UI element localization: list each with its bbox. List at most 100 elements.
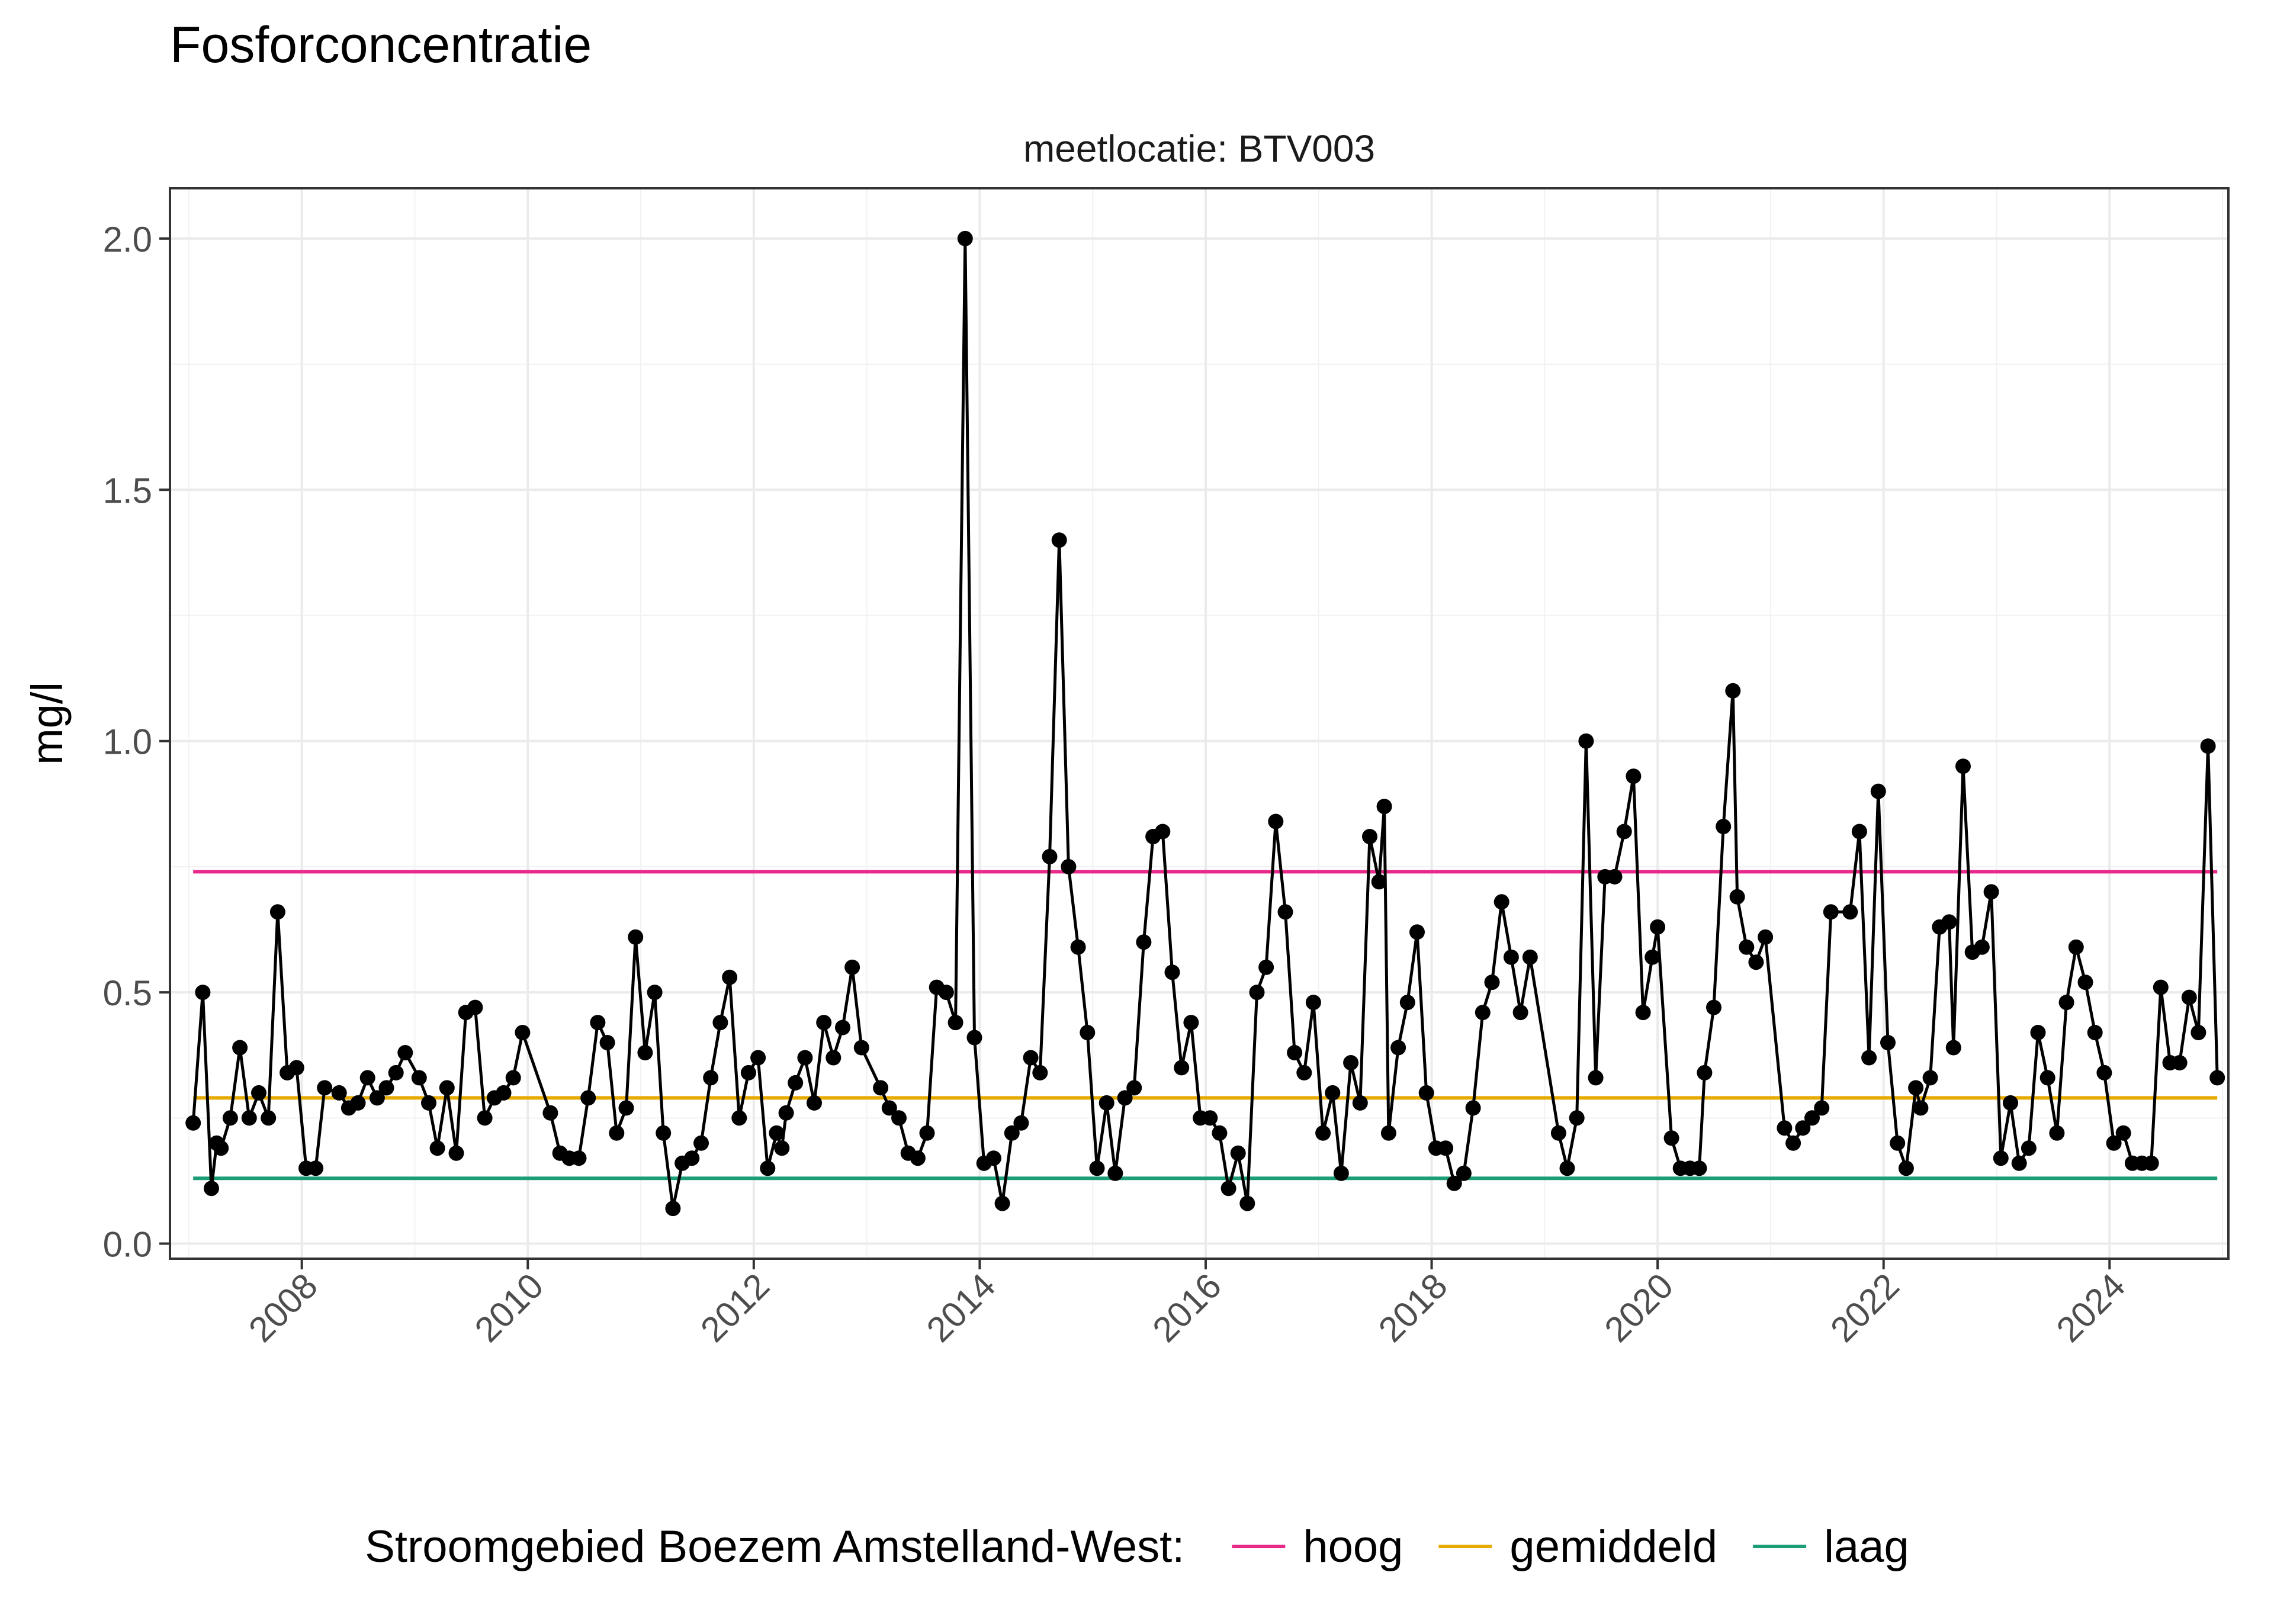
data-point	[609, 1125, 625, 1141]
data-point	[774, 1140, 790, 1156]
data-point	[388, 1065, 404, 1080]
data-point	[1758, 929, 1774, 945]
data-point	[204, 1181, 219, 1197]
data-point	[1099, 1095, 1114, 1111]
data-point	[853, 1040, 869, 1056]
data-point	[750, 1050, 766, 1066]
data-point	[1983, 884, 1999, 900]
data-point	[1578, 733, 1594, 749]
data-point	[542, 1105, 558, 1121]
data-point	[1729, 889, 1745, 905]
chart-title: Fosforconcentratie	[170, 17, 592, 73]
data-point	[1626, 768, 1642, 784]
data-point	[467, 999, 483, 1015]
data-point	[797, 1050, 813, 1066]
data-point	[1785, 1135, 1801, 1151]
data-point	[1390, 1040, 1406, 1056]
data-point	[1202, 1110, 1218, 1126]
data-point	[1287, 1045, 1303, 1060]
data-point	[1004, 1125, 1020, 1141]
data-point	[1484, 975, 1500, 991]
legend-label-gemiddeld: gemiddeld	[1509, 1522, 1717, 1572]
data-point	[881, 1100, 897, 1116]
data-point	[1616, 824, 1632, 840]
data-point	[1438, 1140, 1454, 1156]
data-point	[637, 1045, 653, 1060]
data-point	[1777, 1120, 1793, 1136]
data-point	[2039, 1070, 2055, 1086]
data-point	[2058, 995, 2074, 1011]
data-point	[1051, 532, 1067, 548]
data-point	[2115, 1125, 2131, 1141]
data-point	[2209, 1070, 2225, 1086]
data-point	[760, 1160, 776, 1176]
data-point	[1089, 1160, 1105, 1176]
data-point	[957, 230, 973, 246]
data-point	[317, 1080, 333, 1096]
data-point	[656, 1125, 672, 1141]
data-point	[1870, 783, 1886, 799]
data-point	[844, 959, 860, 975]
data-point	[1362, 829, 1377, 844]
data-point	[1258, 959, 1274, 975]
data-point	[873, 1080, 889, 1096]
data-point	[439, 1080, 455, 1096]
data-point	[1315, 1125, 1331, 1141]
data-point	[1174, 1060, 1190, 1076]
data-point	[835, 1020, 850, 1035]
data-point	[1814, 1100, 1830, 1116]
data-point	[1343, 1055, 1359, 1070]
data-point	[1945, 1040, 1961, 1056]
data-point	[910, 1150, 926, 1166]
data-point	[1333, 1165, 1349, 1181]
legend-label-laag: laag	[1824, 1522, 1909, 1572]
legend: Stroomgebied Boezem Amstelland-West: hoog…	[365, 1522, 1909, 1572]
data-point	[2011, 1155, 2027, 1171]
data-point	[1861, 1050, 1877, 1066]
data-point	[1277, 904, 1293, 920]
data-point	[515, 1025, 531, 1040]
data-point	[778, 1105, 794, 1121]
data-point	[421, 1095, 436, 1111]
data-point	[1023, 1050, 1039, 1066]
data-point	[1399, 995, 1415, 1011]
data-point	[1663, 1130, 1679, 1146]
data-point	[331, 1085, 347, 1101]
data-point	[1117, 1090, 1133, 1106]
data-point	[2077, 975, 2093, 991]
data-point	[731, 1110, 747, 1126]
plot-panel-border	[169, 187, 2230, 1260]
data-point	[2049, 1125, 2065, 1141]
data-point	[1804, 1110, 1820, 1126]
data-point	[1126, 1080, 1142, 1096]
y-tick-label: 1.0	[103, 722, 152, 762]
data-point	[1493, 894, 1509, 910]
data-point	[213, 1140, 229, 1156]
data-point	[308, 1160, 324, 1176]
y-tick-label: 0.0	[103, 1225, 152, 1265]
data-point	[1013, 1115, 1029, 1131]
data-point	[1569, 1110, 1585, 1126]
data-point	[1239, 1195, 1255, 1211]
data-point	[1164, 964, 1180, 980]
data-point	[703, 1070, 719, 1086]
data-point	[2096, 1065, 2112, 1080]
data-point	[1913, 1100, 1929, 1116]
data-point	[684, 1150, 700, 1166]
data-point	[665, 1201, 681, 1217]
data-point	[1268, 813, 1284, 829]
data-point	[1993, 1150, 2009, 1166]
data-point	[618, 1100, 634, 1116]
data-point	[1607, 869, 1623, 885]
data-point	[1080, 1025, 1096, 1040]
data-point	[2030, 1025, 2046, 1040]
data-point	[628, 929, 644, 945]
data-point	[222, 1110, 238, 1126]
data-point	[919, 1125, 935, 1141]
data-point	[816, 1015, 832, 1031]
data-point	[1456, 1165, 1472, 1181]
data-point	[251, 1085, 266, 1101]
data-point	[826, 1050, 841, 1066]
data-point	[1325, 1085, 1341, 1101]
data-point	[2200, 738, 2216, 754]
